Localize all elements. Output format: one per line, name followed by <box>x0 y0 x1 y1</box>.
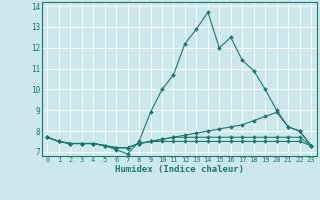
X-axis label: Humidex (Indice chaleur): Humidex (Indice chaleur) <box>115 165 244 174</box>
